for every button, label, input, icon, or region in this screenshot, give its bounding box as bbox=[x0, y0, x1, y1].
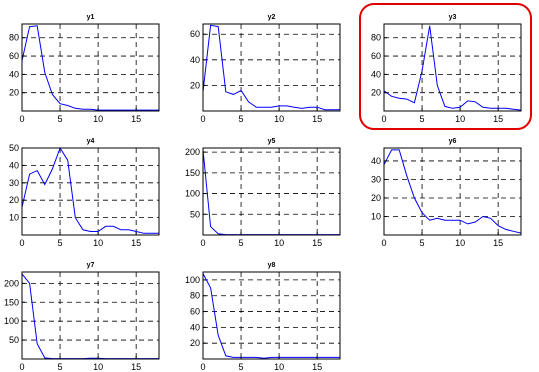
x-tick-label: 15 bbox=[131, 114, 141, 124]
x-tick-label: 0 bbox=[200, 114, 205, 124]
x-tick-label: 0 bbox=[19, 362, 24, 372]
x-tick-label: 15 bbox=[312, 362, 322, 372]
series-line-y3 bbox=[383, 25, 522, 111]
x-tick-label: 5 bbox=[239, 114, 244, 124]
y-tick-label: 20 bbox=[190, 80, 200, 90]
x-tick-label: 5 bbox=[420, 114, 425, 124]
y-tick-label: 100 bbox=[185, 275, 200, 285]
y-tick-label: 80 bbox=[371, 33, 381, 43]
subplot-y5: y5 0 5 10 15 50 100 150 200 bbox=[185, 138, 341, 248]
y-tick-label: 40 bbox=[371, 156, 381, 166]
y-tick-label: 40 bbox=[9, 160, 19, 170]
x-tick-label: 5 bbox=[58, 114, 63, 124]
axes-box bbox=[21, 147, 160, 236]
subplot-title: y6 bbox=[449, 138, 457, 145]
y-tick-label: 60 bbox=[9, 51, 19, 61]
x-tick-label: 0 bbox=[200, 238, 205, 248]
axes-box bbox=[21, 271, 160, 360]
subplot-y2: y2 0 5 10 15 20 40 60 bbox=[190, 14, 341, 124]
series-line-y6 bbox=[383, 149, 522, 234]
x-tick-label: 15 bbox=[131, 362, 141, 372]
axes-box bbox=[202, 271, 341, 360]
series-line-y5 bbox=[202, 150, 340, 236]
subplot-title: y3 bbox=[449, 14, 457, 21]
series-line-y7 bbox=[21, 273, 159, 360]
x-tick-label: 10 bbox=[93, 114, 103, 124]
x-tick-label: 15 bbox=[312, 114, 322, 124]
subplot-title: y7 bbox=[87, 262, 95, 269]
x-tick-label: 15 bbox=[131, 238, 141, 248]
y-tick-label: 20 bbox=[9, 195, 19, 205]
subplot-y4: y4 0 5 10 15 10 20 30 40 50 bbox=[9, 138, 160, 248]
x-tick-label: 15 bbox=[493, 238, 503, 248]
x-tick-label: 10 bbox=[274, 238, 284, 248]
y-tick-label: 60 bbox=[371, 51, 381, 61]
y-tick-label: 50 bbox=[190, 209, 200, 219]
y-tick-label: 50 bbox=[9, 143, 19, 153]
x-tick-label: 0 bbox=[200, 362, 205, 372]
y-tick-label: 10 bbox=[9, 213, 19, 223]
subplot-y1: y1 0 5 10 15 20 40 60 80 bbox=[9, 14, 160, 124]
x-tick-label: 10 bbox=[455, 114, 465, 124]
y-tick-label: 100 bbox=[185, 189, 200, 199]
series-line-y4 bbox=[21, 146, 159, 234]
y-tick-label: 80 bbox=[9, 33, 19, 43]
y-tick-label: 20 bbox=[371, 88, 381, 98]
y-tick-label: 150 bbox=[4, 297, 19, 307]
x-tick-label: 10 bbox=[274, 114, 284, 124]
axes-box bbox=[202, 147, 341, 236]
x-tick-label: 0 bbox=[19, 114, 24, 124]
x-tick-label: 10 bbox=[274, 362, 284, 372]
x-tick-label: 5 bbox=[239, 362, 244, 372]
x-tick-label: 10 bbox=[455, 238, 465, 248]
subplot-y7: y7 0 5 10 15 50 100 150 200 bbox=[4, 262, 160, 372]
x-tick-label: 15 bbox=[493, 114, 503, 124]
x-tick-label: 5 bbox=[420, 238, 425, 248]
y-tick-label: 200 bbox=[185, 147, 200, 157]
y-tick-label: 40 bbox=[371, 69, 381, 79]
y-tick-label: 40 bbox=[190, 322, 200, 332]
x-tick-label: 15 bbox=[312, 238, 322, 248]
series-line-y8 bbox=[202, 273, 340, 359]
x-tick-label: 0 bbox=[381, 238, 386, 248]
subplot-title: y8 bbox=[268, 262, 276, 269]
subplot-y8: y8 0 5 10 15 20 40 60 80 100 bbox=[185, 262, 341, 372]
x-tick-label: 10 bbox=[93, 362, 103, 372]
axes-box bbox=[383, 23, 522, 112]
y-tick-label: 100 bbox=[4, 316, 19, 326]
x-tick-label: 0 bbox=[381, 114, 386, 124]
y-tick-label: 200 bbox=[4, 278, 19, 288]
y-tick-label: 150 bbox=[185, 168, 200, 178]
subplot-title: y4 bbox=[87, 138, 95, 145]
subplot-title: y2 bbox=[268, 14, 276, 21]
subplot-title: y5 bbox=[268, 138, 276, 145]
x-tick-label: 0 bbox=[19, 238, 24, 248]
y-tick-label: 10 bbox=[371, 211, 381, 221]
y-tick-label: 60 bbox=[190, 307, 200, 317]
x-tick-label: 5 bbox=[58, 362, 63, 372]
y-tick-label: 20 bbox=[9, 88, 19, 98]
axes-box bbox=[202, 23, 341, 112]
y-tick-label: 80 bbox=[190, 291, 200, 301]
subplot-y6: y6 0 5 10 15 10 20 30 40 bbox=[371, 138, 522, 248]
y-tick-label: 20 bbox=[190, 338, 200, 348]
y-tick-label: 40 bbox=[190, 55, 200, 65]
x-tick-label: 10 bbox=[93, 238, 103, 248]
axes-box bbox=[383, 147, 522, 236]
highlight-frame bbox=[359, 3, 532, 130]
x-tick-label: 5 bbox=[58, 238, 63, 248]
subplot-y3: y3 0 5 10 15 20 40 60 80 bbox=[359, 3, 532, 130]
x-tick-label: 5 bbox=[239, 238, 244, 248]
y-tick-label: 30 bbox=[371, 174, 381, 184]
axes-box bbox=[21, 23, 160, 112]
subplot-title: y1 bbox=[87, 14, 95, 21]
series-line-y2 bbox=[202, 24, 340, 111]
series-line-y1 bbox=[21, 25, 159, 111]
y-tick-label: 30 bbox=[9, 178, 19, 188]
y-tick-label: 50 bbox=[9, 335, 19, 345]
y-tick-label: 20 bbox=[371, 193, 381, 203]
y-tick-label: 60 bbox=[190, 29, 200, 39]
y-tick-label: 40 bbox=[9, 69, 19, 79]
